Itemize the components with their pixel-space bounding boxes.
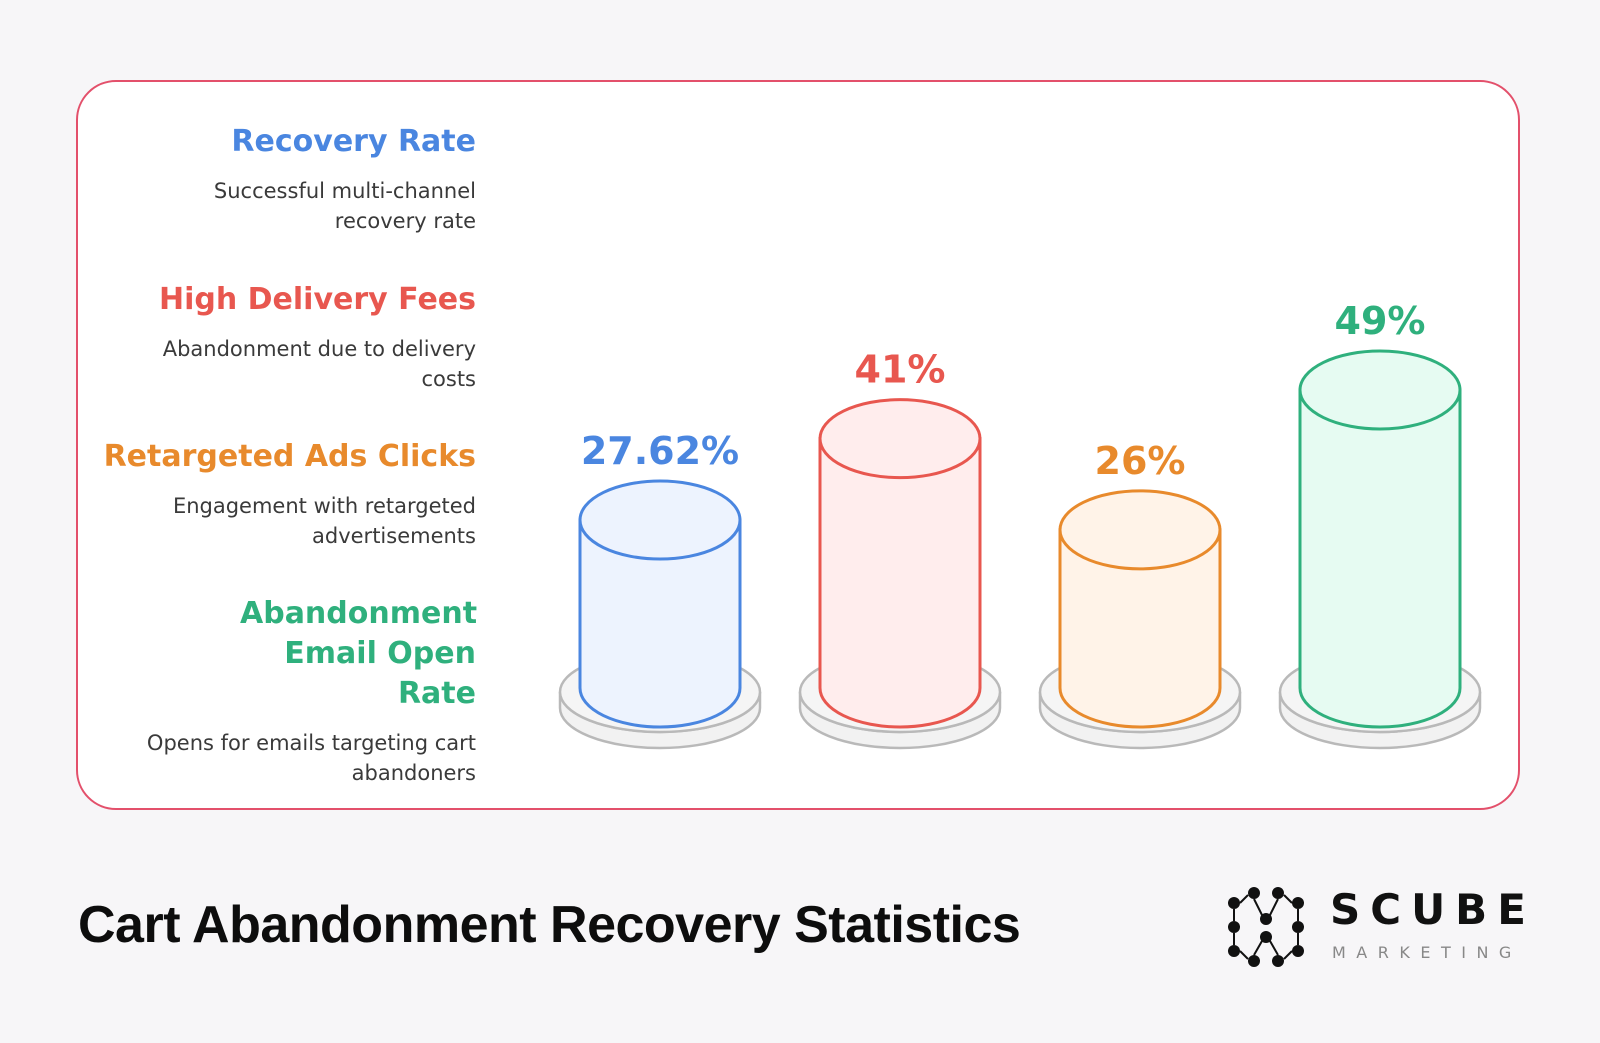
cylinder-top — [818, 398, 982, 480]
cylinder-top — [578, 479, 742, 561]
legend-item-email-open-rate: Abandonment Email Open Rate Opens for em… — [90, 594, 478, 788]
legend-description: Engagement with retargeted advertisement… — [172, 494, 476, 548]
cylinder-top — [1298, 349, 1462, 431]
cylinder-body — [578, 518, 742, 729]
cylinder-body — [1298, 388, 1462, 729]
value-label: 27.62% — [581, 429, 739, 473]
value-label: 41% — [855, 348, 946, 392]
brand: SCUBE MARKETING — [1224, 885, 1526, 967]
legend-item-high-delivery-fees: High Delivery Fees Abandonment due to de… — [90, 280, 476, 394]
brand-name: SCUBE — [1330, 885, 1536, 934]
legend-title: Recovery Rate — [231, 124, 476, 159]
legend-item-retargeted-ads-clicks: Retargeted Ads Clicks Engagement with re… — [90, 437, 476, 551]
value-label: 49% — [1335, 299, 1426, 343]
page-title: Cart Abandonment Recovery Statistics — [78, 896, 1021, 954]
cylinder-top — [1058, 489, 1222, 571]
cylinder-body — [818, 437, 982, 729]
legend-description: Abandonment due to delivery costs — [162, 337, 476, 391]
value-label: 26% — [1095, 439, 1186, 483]
legend-title: Abandonment Email Open Rate — [240, 596, 478, 711]
legend-description: Opens for emails targeting cart abandone… — [146, 731, 476, 785]
legend-item-recovery-rate: Recovery Rate Successful multi-channel r… — [90, 122, 476, 236]
brand-subtitle: MARKETING — [1332, 943, 1522, 962]
legend-title: High Delivery Fees — [158, 282, 476, 317]
legend-title: Retargeted Ads Clicks — [103, 439, 476, 474]
scube-logo-icon — [1228, 887, 1304, 967]
cylinder-body — [1058, 528, 1222, 729]
legend-description: Successful multi-channel recovery rate — [213, 179, 476, 233]
